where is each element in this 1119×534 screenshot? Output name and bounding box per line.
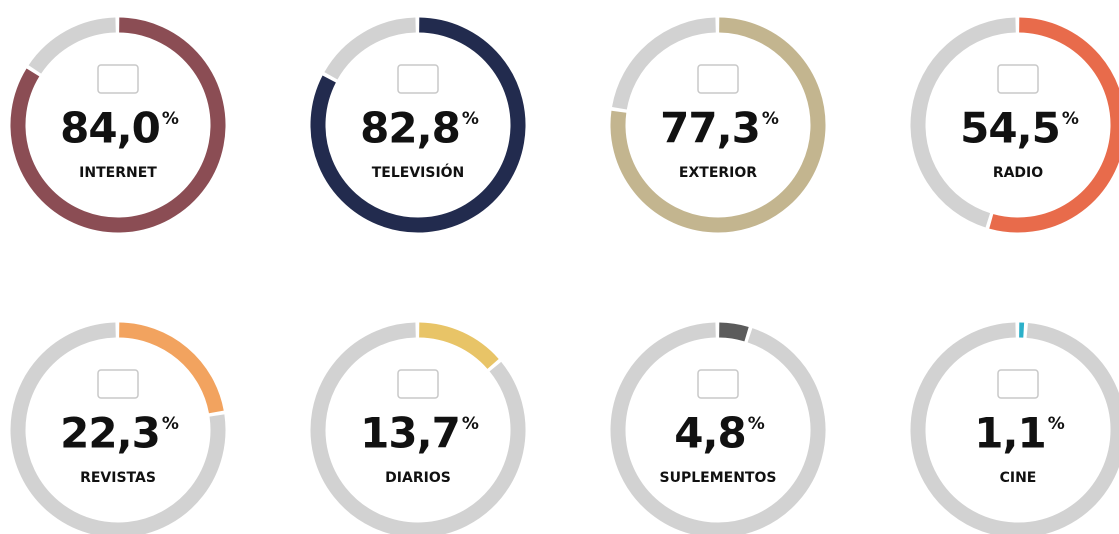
gauge-arc (310, 17, 526, 233)
track (324, 17, 416, 80)
track (10, 322, 226, 534)
track (310, 322, 526, 534)
category-label: SUPLEMENTOS (660, 470, 777, 486)
icon (697, 64, 739, 94)
icon (397, 369, 439, 399)
unit-label: % (462, 414, 479, 434)
category-label: REVISTAS (80, 470, 156, 486)
category-label: INTERNET (79, 165, 157, 181)
icon (97, 64, 139, 94)
unit-label: % (1062, 109, 1079, 129)
category-label: EXTERIOR (679, 165, 757, 181)
unit-label: % (762, 109, 779, 129)
value-label: 77,3 (660, 104, 760, 153)
category-label: DIARIOS (385, 470, 451, 486)
value-label: 22,3 (60, 409, 160, 458)
icon (397, 64, 439, 94)
gauge-arc (10, 17, 226, 233)
category-label: CINE (1000, 470, 1037, 486)
track (28, 17, 116, 74)
unit-label: % (162, 109, 179, 129)
value-label: 82,8 (360, 104, 460, 153)
icon (697, 369, 739, 399)
gauge-arc (718, 322, 749, 342)
gauge-arc (989, 17, 1119, 233)
gauge-arc (118, 322, 224, 414)
icon (997, 369, 1039, 399)
gauge-arc (418, 322, 499, 370)
icon (97, 369, 139, 399)
value-label: 54,5 (960, 104, 1060, 153)
value-label: 84,0 (60, 104, 160, 153)
value-label: 4,8 (674, 409, 745, 458)
unit-label: % (748, 414, 765, 434)
unit-label: % (462, 109, 479, 129)
value-label: 1,1 (974, 409, 1045, 458)
unit-label: % (162, 414, 179, 434)
category-label: RADIO (993, 165, 1043, 181)
gauge-arc (610, 17, 826, 233)
unit-label: % (1048, 414, 1065, 434)
category-label: TELEVISIÓN (372, 163, 465, 181)
track (910, 17, 1016, 228)
track (910, 322, 1119, 534)
track (612, 17, 716, 110)
track (610, 322, 826, 534)
icon (997, 64, 1039, 94)
value-label: 13,7 (360, 409, 460, 458)
